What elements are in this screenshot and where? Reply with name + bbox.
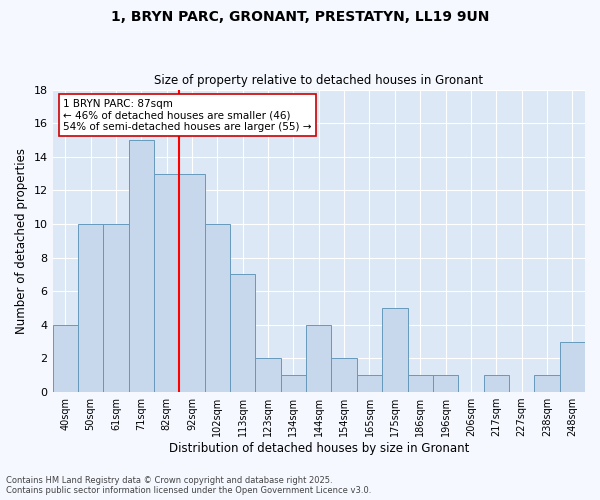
Bar — [103, 224, 128, 392]
Bar — [205, 224, 230, 392]
Title: Size of property relative to detached houses in Gronant: Size of property relative to detached ho… — [154, 74, 484, 87]
Bar — [230, 274, 256, 392]
Text: Contains HM Land Registry data © Crown copyright and database right 2025.
Contai: Contains HM Land Registry data © Crown c… — [6, 476, 371, 495]
Bar — [382, 308, 407, 392]
Bar — [128, 140, 154, 392]
Bar — [53, 325, 78, 392]
X-axis label: Distribution of detached houses by size in Gronant: Distribution of detached houses by size … — [169, 442, 469, 455]
Bar — [78, 224, 103, 392]
Bar — [256, 358, 281, 392]
Bar — [407, 376, 433, 392]
Bar — [357, 376, 382, 392]
Bar — [484, 376, 509, 392]
Text: 1 BRYN PARC: 87sqm
← 46% of detached houses are smaller (46)
54% of semi-detache: 1 BRYN PARC: 87sqm ← 46% of detached hou… — [63, 98, 311, 132]
Y-axis label: Number of detached properties: Number of detached properties — [15, 148, 28, 334]
Bar — [331, 358, 357, 392]
Bar — [281, 376, 306, 392]
Bar — [179, 174, 205, 392]
Text: 1, BRYN PARC, GRONANT, PRESTATYN, LL19 9UN: 1, BRYN PARC, GRONANT, PRESTATYN, LL19 9… — [111, 10, 489, 24]
Bar — [534, 376, 560, 392]
Bar — [306, 325, 331, 392]
Bar — [433, 376, 458, 392]
Bar — [560, 342, 585, 392]
Bar — [154, 174, 179, 392]
